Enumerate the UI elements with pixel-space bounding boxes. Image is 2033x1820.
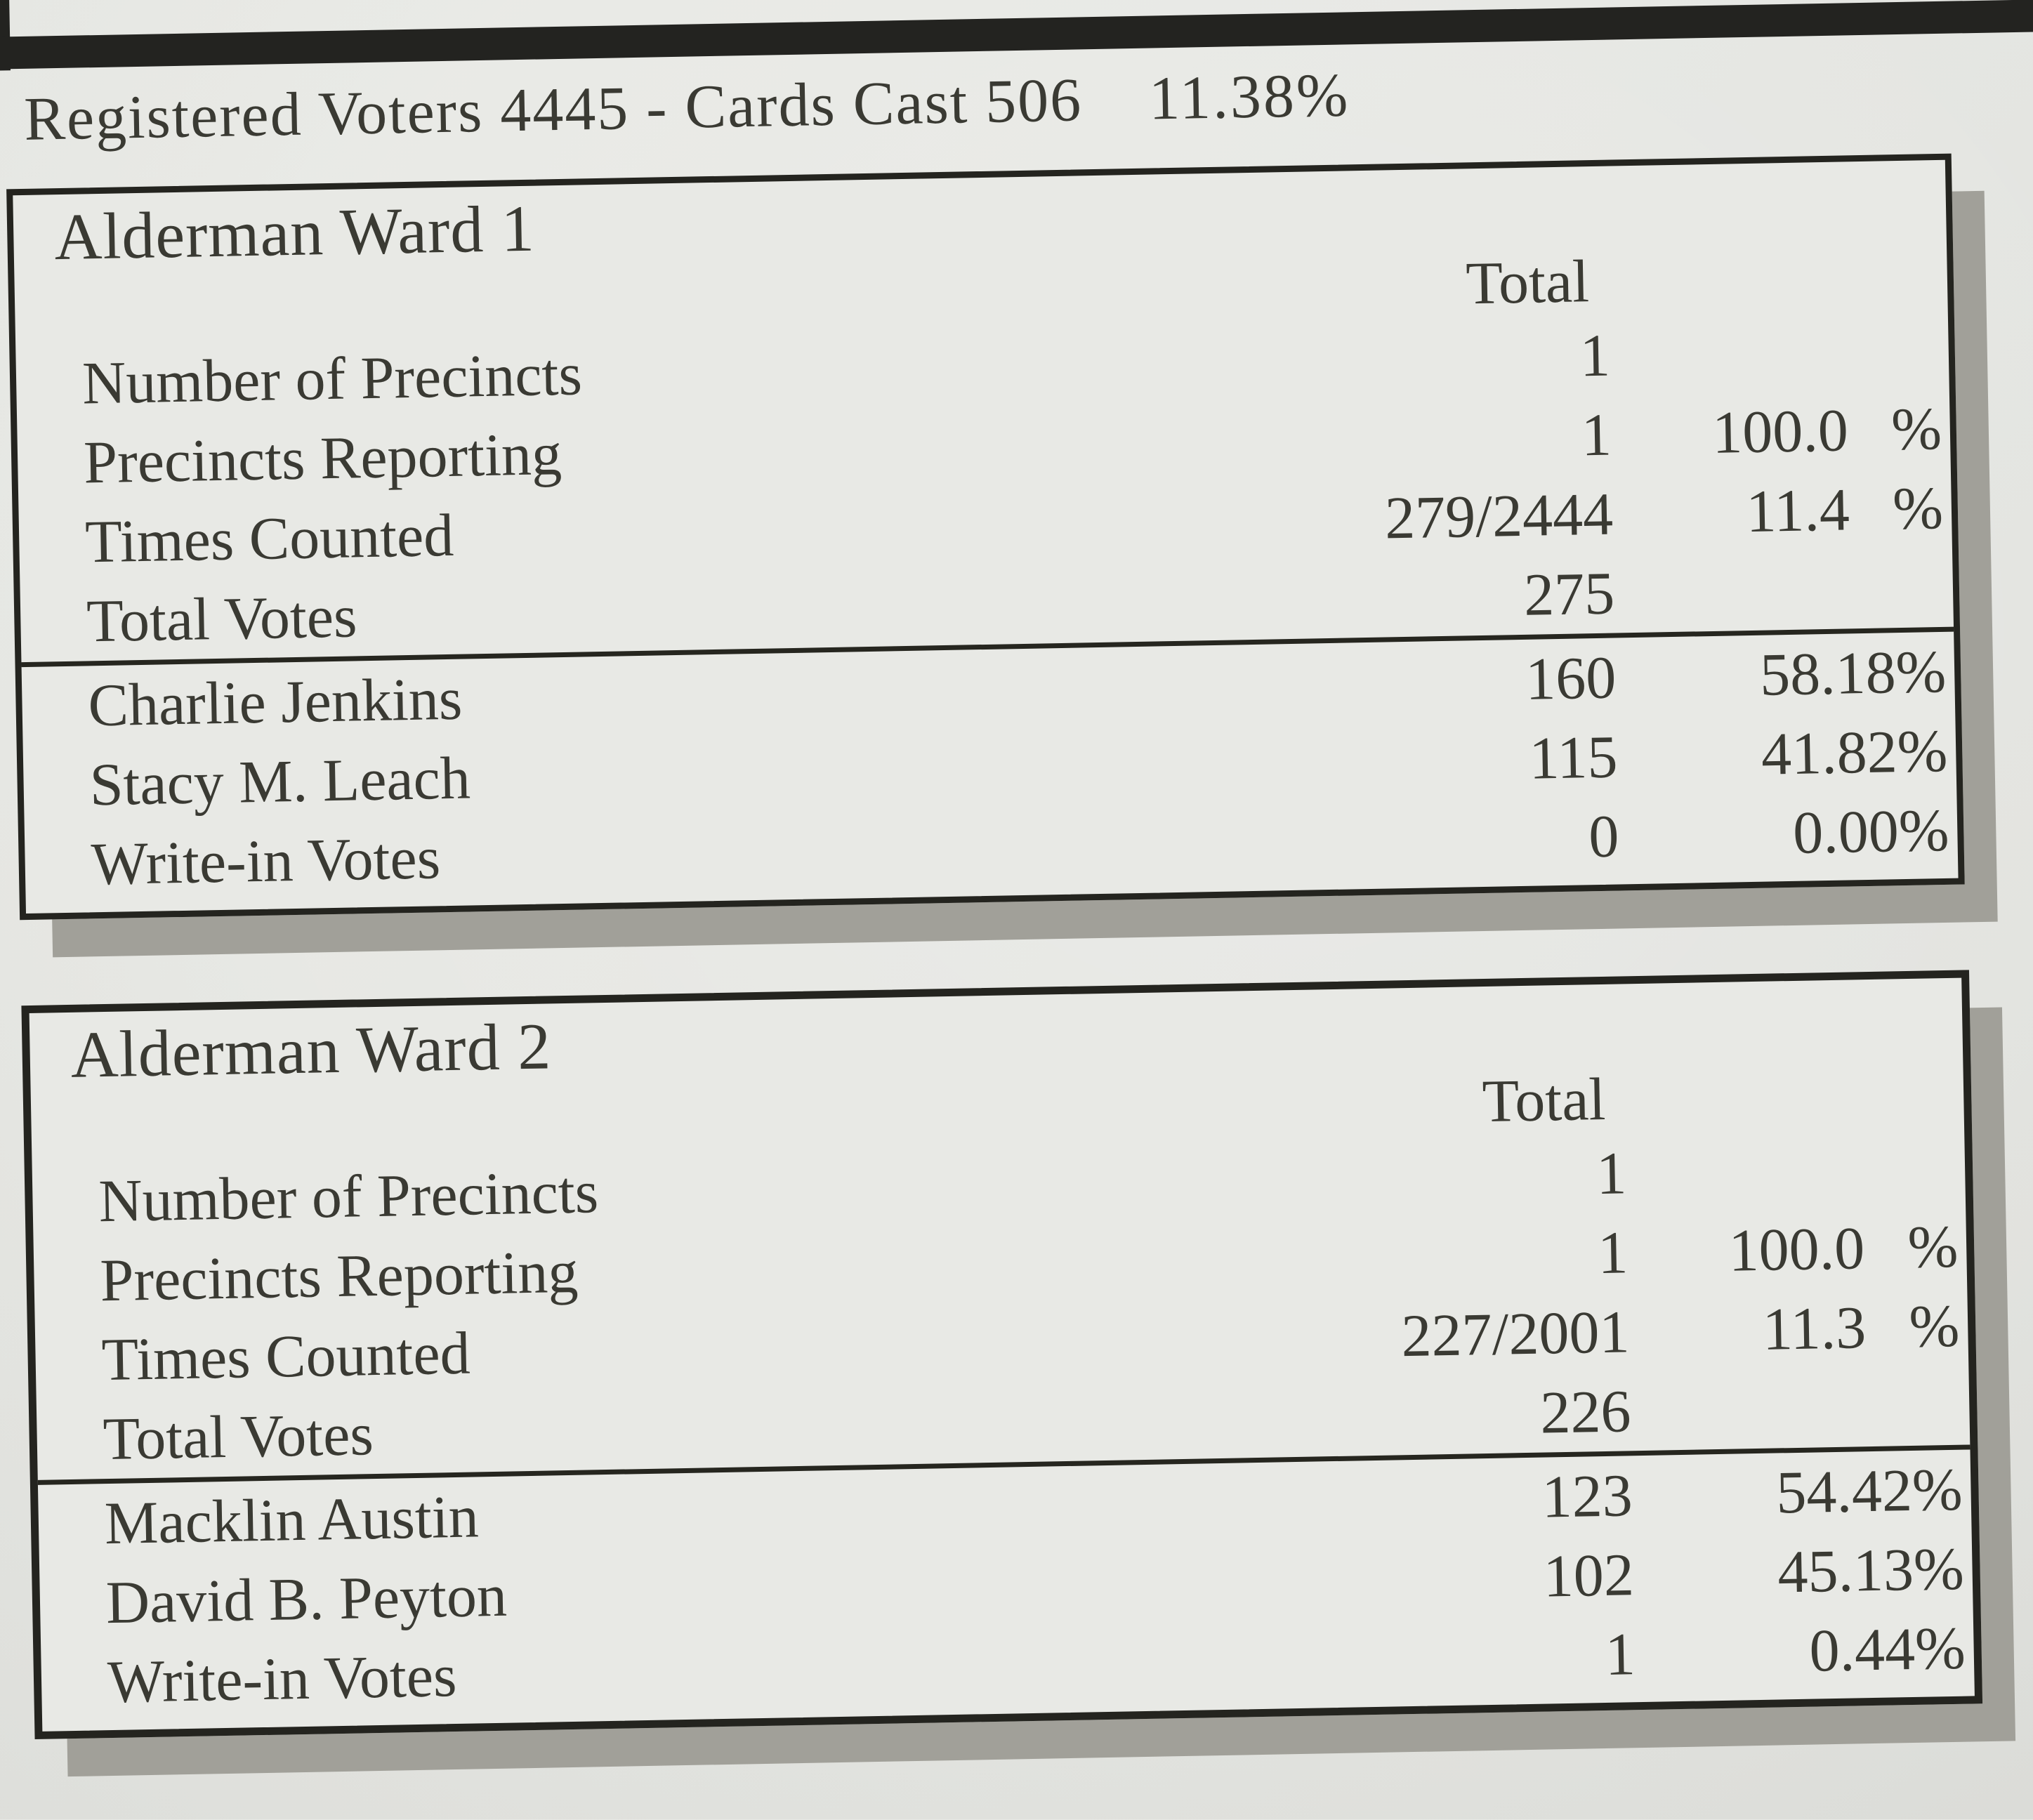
spacer [56,310,1140,329]
stat-percent [1615,607,1945,614]
candidate-percent: 0.00% [1792,796,1950,866]
results-box-content: Alderman Ward 1 Total Number of Precinct… [13,160,1958,914]
stat-percent: 11.3 % [1761,1291,1961,1363]
registered-voters-text: Registered Voters 4445 - Cards Cast 506 [23,66,1083,154]
previous-table-bottom-border-remnant [0,0,2033,70]
stat-value: 279/2444 [1384,480,1614,552]
total-column-header: Total [1465,247,1590,317]
candidate-percent: 45.13% [1777,1534,1965,1606]
total-column-header: Total [1481,1064,1607,1135]
candidate-votes: 102 [1542,1541,1635,1610]
candidate-votes: 160 [1525,643,1617,713]
stat-percent [1627,1187,1957,1194]
candidate-percent: 54.42% [1775,1455,1963,1526]
results-box-content: Alderman Ward 2 Total Number of Precinct… [29,978,1975,1732]
candidate-votes: 1 [1604,1620,1636,1689]
candidate-votes: 0 [1588,802,1620,871]
candidate-votes: 123 [1541,1461,1633,1531]
stat-percent: 100.0 % [1711,394,1942,466]
stat-percent [1631,1425,1961,1432]
stat-value: 1 [1597,1218,1629,1287]
stat-value: 1 [1581,400,1612,469]
spacer [1609,295,1939,301]
stat-percent [1610,369,1940,376]
spacer [1626,1113,1956,1119]
candidate-votes: 115 [1528,723,1619,792]
candidate-percent: 41.82% [1761,716,1949,788]
stat-percent: 100.0 % [1728,1212,1959,1284]
stat-value: 227/2001 [1400,1298,1631,1370]
stat-value: 1 [1579,321,1611,390]
candidate-percent: 58.18% [1759,637,1947,708]
stat-value: 275 [1523,559,1615,628]
registered-voters-summary-line: Registered Voters 4445 - Cards Cast 506 1… [23,60,1350,155]
alderman-ward-1-results-box: Alderman Ward 1 Total Number of Precinct… [6,153,1965,921]
stat-percent: 11.4 % [1745,473,1944,546]
turnout-percent: 11.38% [1148,61,1350,133]
stat-value: 1 [1596,1139,1628,1208]
candidate-percent: 0.44% [1808,1614,1966,1684]
spacer [72,1128,1157,1147]
stat-value: 226 [1539,1377,1632,1446]
alderman-ward-2-results-box: Alderman Ward 2 Total Number of Precinct… [21,970,1983,1740]
